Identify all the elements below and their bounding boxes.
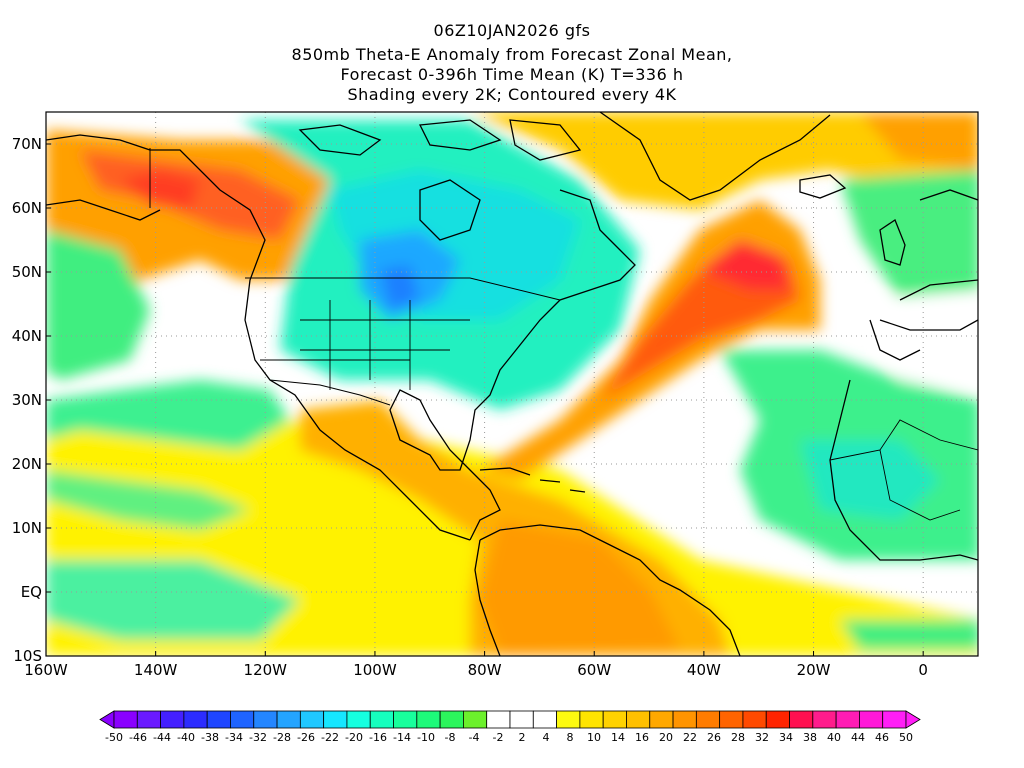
colorbar-label: -44 <box>153 731 171 744</box>
colorbar-swatch <box>253 710 278 729</box>
plot-frame <box>45 111 979 657</box>
lat-tick-label: 40N <box>12 327 42 345</box>
lon-tick-label: 160W <box>24 661 68 679</box>
colorbar-swatch <box>346 710 371 729</box>
lon-axis: 160W 140W 120W 100W 80W 60W 40W 20W 0 <box>24 651 928 679</box>
lat-tick-label: EQ <box>21 583 42 601</box>
colorbar-swatch <box>556 710 581 729</box>
colorbar-label: -14 <box>393 731 411 744</box>
lon-tick-label: 20W <box>797 661 831 679</box>
colorbar-label: -32 <box>249 731 267 744</box>
colorbar-label: 16 <box>635 731 649 744</box>
colorbar-swatch <box>859 710 884 729</box>
colorbar-arrow-low <box>99 710 115 729</box>
title-line-1: 06Z10JAN2026 gfs <box>433 21 591 40</box>
colorbar-label: 4 <box>543 731 550 744</box>
colorbar-label: 50 <box>899 731 913 744</box>
colorbar-label: 26 <box>707 731 721 744</box>
lat-tick-label: 10N <box>12 519 42 537</box>
lon-tick-label: 0 <box>918 661 928 679</box>
colorbar-label: -16 <box>369 731 387 744</box>
colorbar-swatch <box>695 710 721 729</box>
colorbar-label: -26 <box>297 731 315 744</box>
colorbar-label: 40 <box>827 731 841 744</box>
lon-tick-label: 140W <box>134 661 178 679</box>
colorbar-swatch <box>393 710 418 729</box>
lat-tick-label: 30N <box>12 391 42 409</box>
colorbar-swatch <box>463 710 488 729</box>
lat-axis: 70N 60N 50N 40N 30N 20N 10N EQ 10S <box>12 135 51 665</box>
colorbar-label: -22 <box>321 731 339 744</box>
colorbar-swatch <box>299 710 325 729</box>
colorbar-label: 14 <box>611 731 625 744</box>
colorbar-label: -4 <box>469 731 480 744</box>
lat-tick-label: 10S <box>13 647 42 665</box>
colorbar-swatch <box>276 710 301 729</box>
colorbar-label: -34 <box>225 731 243 744</box>
colorbar-label: 38 <box>803 731 817 744</box>
title-line-4: Shading every 2K; Contoured every 4K <box>347 85 677 104</box>
colorbar: -50 -46 -44 -40 -38 -34 -32 -28 -26 -22 -20 -16 -14-… <box>99 710 921 744</box>
colorbar-swatch <box>835 710 860 729</box>
colorbar-label: -40 <box>177 731 195 744</box>
lon-tick-label: 60W <box>577 661 611 679</box>
colorbar-label: 46 <box>875 731 889 744</box>
colorbar-swatch <box>579 710 604 729</box>
colorbar-label: 22 <box>683 731 697 744</box>
colorbar-label: -38 <box>201 731 219 744</box>
colorbar-swatch <box>742 710 767 729</box>
colorbar-label: -28 <box>273 731 291 744</box>
colorbar-swatch <box>765 710 790 729</box>
colorbar-label: 2 <box>519 731 526 744</box>
colorbar-arrow-high <box>905 710 921 729</box>
colorbar-label: -8 <box>445 731 456 744</box>
lon-tick-label: 120W <box>244 661 288 679</box>
colorbar-label: 8 <box>567 731 574 744</box>
colorbar-label: 32 <box>755 731 769 744</box>
colorbar-label: -2 <box>493 731 504 744</box>
lon-tick-label: 100W <box>353 661 397 679</box>
colorbar-label: -46 <box>129 731 147 744</box>
colorbar-swatch <box>160 710 185 729</box>
colorbar-swatch <box>136 710 161 729</box>
colorbar-swatch <box>369 710 394 729</box>
lon-tick-label: 80W <box>468 661 502 679</box>
colorbar-label: 10 <box>587 731 601 744</box>
colorbar-label: -50 <box>105 731 123 744</box>
colorbar-swatch <box>230 710 255 729</box>
colorbar-swatch <box>882 710 907 729</box>
lon-tick-label: 40W <box>687 661 721 679</box>
title-line-3: Forecast 0-396h Time Mean (K) T=336 h <box>340 65 684 84</box>
colorbar-swatch <box>183 710 208 729</box>
lat-tick-label: 50N <box>12 263 42 281</box>
colorbar-swatch <box>509 710 534 729</box>
colorbar-swatch <box>602 710 627 729</box>
colorbar-swatch <box>439 710 464 729</box>
colorbar-label: -20 <box>345 731 363 744</box>
colorbar-swatch <box>812 710 837 729</box>
lat-tick-label: 70N <box>12 135 42 153</box>
title-line-2: 850mb Theta-E Anomaly from Forecast Zona… <box>291 45 733 64</box>
colorbar-swatch <box>672 710 697 729</box>
colorbar-label: 20 <box>659 731 673 744</box>
lat-tick-label: 60N <box>12 199 42 217</box>
colorbar-swatch <box>626 710 651 729</box>
colorbar-swatch <box>719 710 744 729</box>
lat-tick-label: 20N <box>12 455 42 473</box>
colorbar-label: 34 <box>779 731 793 744</box>
colorbar-swatch <box>789 710 814 729</box>
colorbar-label: -10 <box>417 731 435 744</box>
colorbar-swatch <box>113 710 138 729</box>
colorbar-swatch <box>532 710 557 729</box>
colorbar-label: 28 <box>731 731 745 744</box>
coastlines <box>46 112 978 656</box>
shaded-field <box>46 112 978 656</box>
colorbar-swatch <box>323 710 348 729</box>
colorbar-swatch <box>416 710 441 729</box>
colorbar-swatch <box>649 710 674 729</box>
colorbar-label: 44 <box>851 731 865 744</box>
colorbar-swatch <box>486 710 511 729</box>
colorbar-swatch <box>206 710 231 729</box>
